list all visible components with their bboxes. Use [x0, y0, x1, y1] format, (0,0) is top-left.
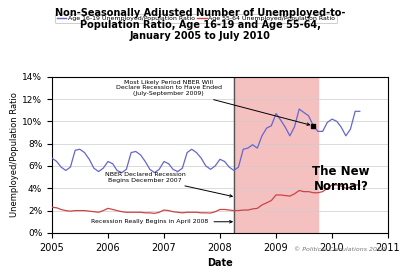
Y-axis label: Unemployed/Population Ratio: Unemployed/Population Ratio [10, 92, 19, 217]
Text: NBER Declared Recession
Begins December 2007: NBER Declared Recession Begins December … [105, 172, 232, 197]
Text: Recession Really Begins in April 2008: Recession Really Begins in April 2008 [91, 219, 232, 224]
Text: The New
Normal?: The New Normal? [312, 165, 370, 193]
Legend: Age 16-19 Unemployed/Population Ratio, Age 55-64 Unemployed/Population Ratio: Age 16-19 Unemployed/Population Ratio, A… [55, 14, 337, 23]
Text: Most Likely Period NBER Will
Declare Recession to Have Ended
(July-September 200: Most Likely Period NBER Will Declare Rec… [116, 79, 310, 125]
Text: © Political Calculations 2010: © Political Calculations 2010 [294, 247, 385, 252]
Bar [234, 77, 318, 233]
X-axis label: Date: Date [207, 258, 233, 268]
Text: Non-Seasonally Adjusted Number of Unemployed-to-
Population Ratio, Age 16-19 and: Non-Seasonally Adjusted Number of Unempl… [55, 8, 345, 41]
